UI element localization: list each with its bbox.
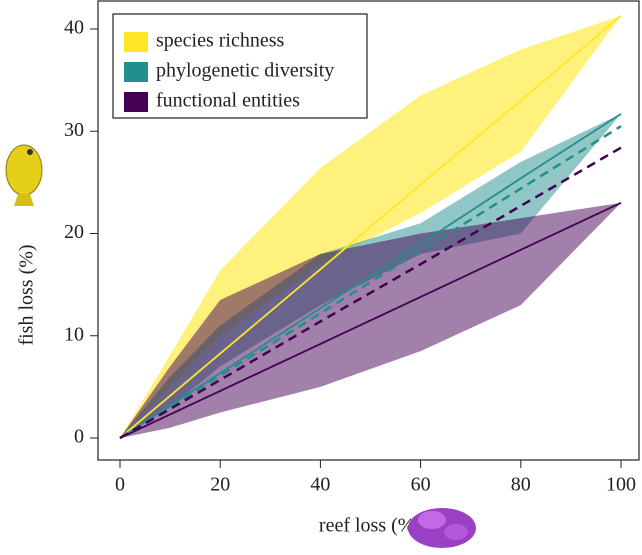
line: [119, 113, 622, 439]
legend-label: species richness: [156, 30, 285, 52]
y-axis-label: fish loss (%): [16, 244, 38, 345]
coral-icon: [408, 508, 476, 548]
x-tick-label: 80: [511, 474, 531, 496]
dashed-line: [119, 146, 622, 440]
y-tick-label: 20: [64, 221, 84, 243]
y-tick-label: 0: [74, 426, 84, 448]
x-tick-label: 40: [310, 474, 330, 496]
x-axis-label: reef loss (%): [319, 515, 421, 537]
x-tick-label: 60: [411, 474, 431, 496]
fish-icon: [5, 144, 43, 206]
plot-area: [119, 15, 622, 440]
legend-label: functional entities: [156, 90, 300, 112]
legend-swatch: [124, 92, 148, 112]
legend-box: [112, 13, 368, 119]
line: [119, 15, 622, 439]
legend-label: phylogenetic diversity: [156, 60, 334, 82]
y-tick-label: 30: [64, 119, 84, 141]
legend-swatch: [124, 62, 148, 82]
plot-frame: [97, 0, 640, 461]
legend-swatch: [124, 32, 148, 52]
x-tick-label: 0: [115, 474, 125, 496]
y-tick-label: 10: [64, 323, 84, 345]
y-tick-label: 40: [64, 17, 84, 39]
x-tick-label: 20: [210, 474, 230, 496]
line: [119, 202, 622, 439]
dashed-line: [119, 125, 622, 440]
x-tick-label: 100: [606, 474, 636, 496]
